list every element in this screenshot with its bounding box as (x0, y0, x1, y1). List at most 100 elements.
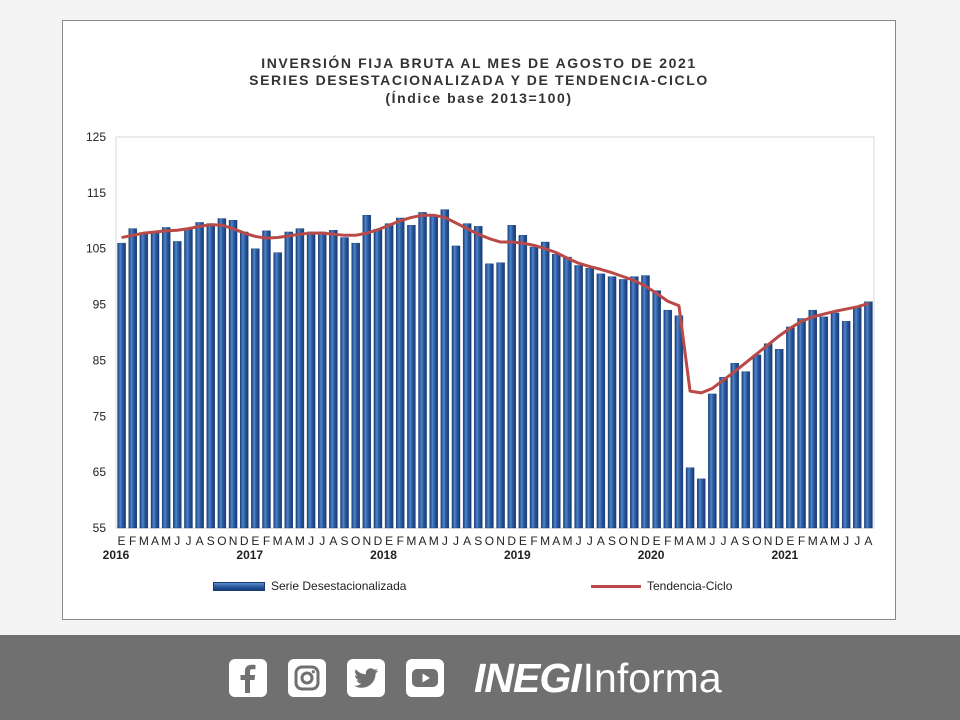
x-tick-label: O (752, 534, 761, 548)
x-tick-label: N (496, 534, 505, 548)
x-tick-label: O (351, 534, 360, 548)
bar (841, 321, 851, 529)
x-tick-label: S (474, 534, 482, 548)
bar (329, 230, 338, 529)
x-tick-label: E (385, 534, 393, 548)
youtube-icon[interactable] (406, 659, 444, 697)
instagram-icon[interactable] (288, 659, 326, 697)
facebook-icon[interactable] (229, 659, 267, 697)
y-axis: 125 115 105 95 85 75 65 55 (86, 130, 106, 535)
bar (384, 223, 394, 529)
x-tick-label: O (485, 534, 494, 548)
x-tick-label: M (696, 534, 706, 548)
legend-label-trend: Tendencia-Ciclo (647, 579, 733, 593)
bar-series (117, 209, 873, 529)
bar (485, 263, 494, 529)
y-tick-label: 115 (87, 186, 106, 200)
bar (429, 214, 438, 529)
x-tick-label: M (406, 534, 416, 548)
bar (340, 237, 349, 529)
bar (474, 226, 483, 529)
chart-title: INVERSIÓN FIJA BRUTA AL MES DE AGOSTO DE… (261, 55, 697, 71)
x-tick-label: E (786, 534, 794, 548)
bar (161, 227, 171, 529)
x-tick-label: J (587, 534, 593, 548)
bar (618, 279, 628, 529)
x-tick-label: S (207, 534, 215, 548)
trend-line (121, 213, 869, 395)
x-tick-label: J (319, 534, 325, 548)
bar (440, 209, 450, 529)
x-tick-label: F (397, 534, 404, 548)
x-tick-label: D (240, 534, 249, 548)
legend-swatch-bar (213, 581, 265, 591)
x-tick-label: M (540, 534, 550, 548)
bar (496, 262, 505, 529)
bar (462, 223, 472, 529)
legend-item-series: Serie Desestacionalizada (213, 579, 406, 593)
x-tick-label: J (308, 534, 314, 548)
trend-series (121, 213, 869, 395)
x-tick-label: O (217, 534, 226, 548)
chart-subtitle: SERIES DESESTACIONALIZADA Y DE TENDENCIA… (249, 72, 709, 88)
x-tick-label: A (552, 534, 560, 548)
x-tick-label: A (463, 534, 471, 548)
x-tick-label: N (229, 534, 238, 548)
brand-light: Informa (582, 655, 722, 701)
bar (685, 467, 695, 529)
bar (407, 225, 416, 529)
bar (173, 241, 182, 529)
bar (630, 276, 639, 529)
inegi-informa-logo: INEGI Informa (474, 655, 722, 701)
x-tick-label: F (263, 534, 270, 548)
footer-bar: INEGI Informa (0, 635, 960, 720)
bar (251, 248, 260, 529)
x-tick-label: J (843, 534, 849, 548)
x-tick-label: E (118, 534, 126, 548)
x-year-label: 2020 (638, 548, 665, 562)
bar (797, 318, 806, 529)
x-tick-label: S (608, 534, 616, 548)
x-tick-label: S (742, 534, 750, 548)
twitter-icon[interactable] (347, 659, 385, 697)
bar (853, 307, 862, 529)
x-tick-label: N (630, 534, 639, 548)
chart-subtitle-base: (Índice base 2013=100) (385, 90, 573, 106)
x-tick-label: D (775, 534, 784, 548)
x-tick-label: J (185, 534, 191, 548)
x-tick-label: S (341, 534, 349, 548)
bar (752, 354, 762, 529)
x-tick-label: F (530, 534, 537, 548)
bar (775, 349, 784, 529)
x-tick-label: M (429, 534, 439, 548)
y-tick-label: 65 (93, 465, 107, 479)
x-tick-label: J (453, 534, 459, 548)
bar (262, 230, 271, 529)
x-tick-label: M (830, 534, 840, 548)
bar (864, 301, 873, 529)
x-tick-label: J (576, 534, 582, 548)
x-tick-label: J (721, 534, 727, 548)
bar (206, 223, 215, 529)
x-tick-label: J (854, 534, 860, 548)
chart-frame: INVERSIÓN FIJA BRUTA AL MES DE AGOSTO DE… (62, 20, 896, 620)
x-tick-label: M (161, 534, 171, 548)
x-tick-label: O (619, 534, 628, 548)
x-tick-label: D (507, 534, 516, 548)
x-tick-label: N (362, 534, 371, 548)
bar (239, 231, 249, 529)
bar (552, 254, 561, 529)
bar (284, 231, 294, 529)
bar (585, 268, 594, 529)
x-tick-label: J (442, 534, 448, 548)
legend-swatch-line (591, 584, 641, 588)
x-tick-label: N (764, 534, 773, 548)
x-tick-label: J (174, 534, 180, 548)
x-tick-label: A (864, 534, 872, 548)
bar (139, 233, 149, 529)
bar (306, 231, 316, 529)
bar (273, 252, 282, 529)
bar (518, 235, 528, 529)
bar (607, 276, 617, 529)
